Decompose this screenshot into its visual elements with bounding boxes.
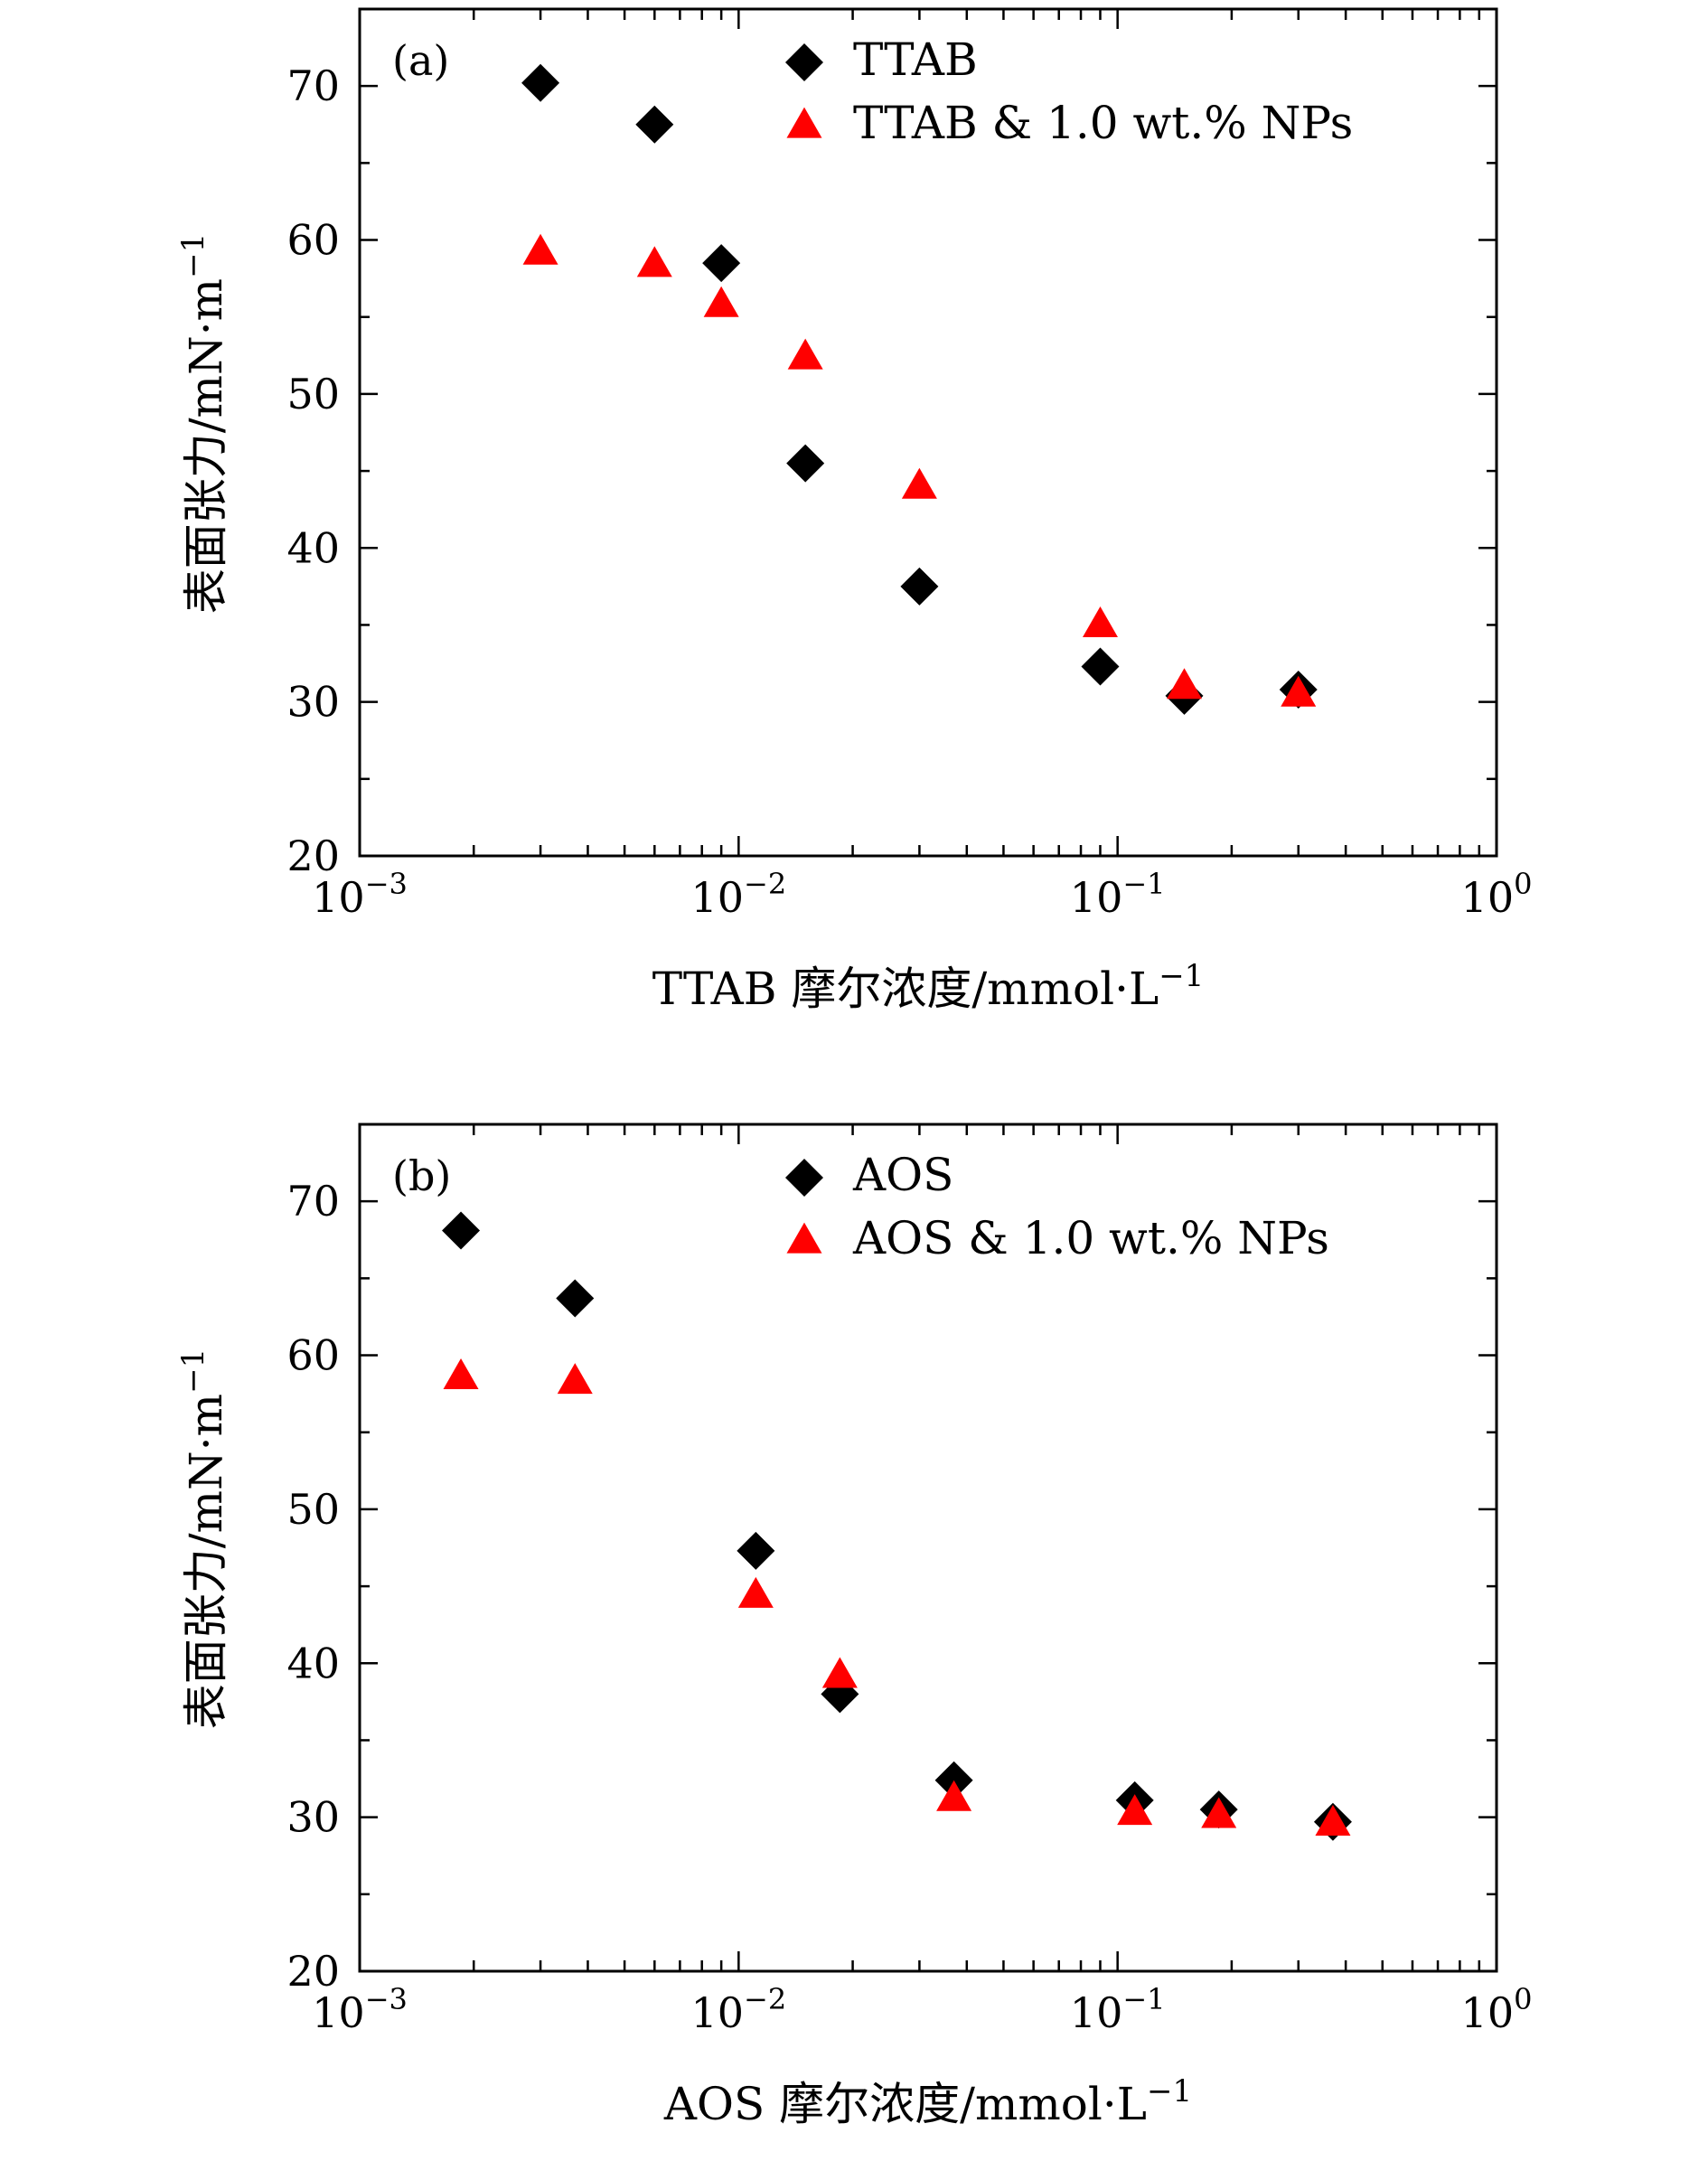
y-axis-label-sup: −1 (175, 1348, 211, 1394)
x-tick-exponent: −1 (1122, 1982, 1165, 2016)
series-triangle-group (522, 233, 1317, 707)
y-axis-label-sup: −1 (175, 233, 211, 278)
triangle-data-point (636, 246, 672, 277)
diamond-data-point (737, 1531, 775, 1570)
x-tick-exponent: −2 (744, 867, 786, 901)
triangle-data-point (787, 338, 823, 370)
diamond-data-point (635, 105, 674, 144)
x-tick-exponent: −3 (365, 867, 408, 901)
x-tick-label: 100 (1461, 1982, 1533, 2037)
x-axis-label: TTAB 摩尔浓度/mmol·L−1 (652, 958, 1205, 1015)
triangle-data-point (1201, 1797, 1237, 1828)
x-tick-base: 10 (1461, 873, 1515, 922)
diamond-data-point (900, 567, 939, 606)
triangle-data-point (737, 1576, 774, 1608)
series-diamond-group (442, 1211, 1352, 1841)
plot-frame (358, 1123, 1498, 1973)
legend-label: TTAB (853, 33, 978, 86)
triangle-data-point (1281, 675, 1317, 707)
triangle-data-point (1315, 1805, 1351, 1837)
x-tick-base: 10 (312, 1988, 365, 2037)
diamond-data-point (556, 1279, 595, 1318)
legend-diamond-marker (785, 1159, 823, 1197)
x-tick-base: 10 (690, 1988, 744, 2037)
x-tick-label: 10−1 (1070, 867, 1166, 922)
panel-label: (b) (392, 1151, 451, 1200)
y-tick-label: 60 (286, 1331, 340, 1380)
diamond-data-point (786, 444, 825, 483)
diamond-data-point (702, 244, 741, 283)
triangle-data-point (821, 1657, 858, 1688)
diamond-data-point (934, 1761, 973, 1799)
panel-label: (a) (392, 36, 449, 85)
y-axis-label-text: 表面张力/mN·m (180, 1394, 232, 1729)
legend-triangle-marker (786, 1222, 822, 1254)
x-tick-label: 10−2 (690, 867, 786, 922)
triangle-data-point (443, 1358, 479, 1389)
x-tick-label: 10−3 (312, 867, 408, 922)
x-axis-label-text: TTAB 摩尔浓度/mmol·L (652, 963, 1159, 1015)
x-axis-label-sup: −1 (1147, 2073, 1192, 2109)
y-axis-label: 表面张力/mN·m−1 (175, 233, 232, 614)
x-tick-label: 10−3 (312, 1982, 408, 2037)
plot-frame (358, 7, 1498, 858)
triangle-data-point (936, 1780, 972, 1811)
x-tick-label: 10−2 (690, 1982, 786, 2037)
y-tick-label: 40 (286, 1639, 340, 1687)
y-tick-label: 40 (286, 523, 340, 572)
y-tick-label: 70 (286, 1177, 340, 1226)
x-axis-label: AOS 摩尔浓度/mmol·L−1 (663, 2073, 1192, 2130)
y-tick-label: 60 (286, 216, 340, 265)
y-axis-label-text: 表面张力/mN·m (180, 278, 232, 614)
triangle-data-point (1167, 668, 1203, 700)
y-tick-label: 30 (286, 678, 340, 727)
x-tick-base: 10 (1070, 1988, 1123, 2037)
x-tick-label: 100 (1461, 867, 1533, 922)
y-tick-label: 50 (286, 1485, 340, 1534)
x-tick-base: 10 (1070, 873, 1123, 922)
triangle-data-point (522, 233, 558, 265)
series-triangle-group (443, 1358, 1351, 1837)
legend-triangle-marker (786, 107, 822, 138)
x-axis-label-sup: −1 (1159, 958, 1204, 994)
x-tick-exponent: −2 (744, 1982, 786, 2016)
y-tick-label: 30 (286, 1793, 340, 1842)
triangle-data-point (901, 467, 937, 499)
y-tick-label: 50 (286, 370, 340, 418)
x-axis-label-text: AOS 摩尔浓度/mmol·L (663, 2078, 1147, 2130)
legend-label: AOS (852, 1149, 953, 1201)
legend-diamond-marker (785, 43, 823, 81)
x-tick-base: 10 (312, 873, 365, 922)
y-tick-label: 70 (286, 61, 340, 110)
legend-label: TTAB & 1.0 wt.% NPs (853, 97, 1353, 149)
x-tick-base: 10 (1461, 1988, 1515, 2037)
triangle-data-point (703, 286, 739, 317)
triangle-data-point (1117, 1794, 1153, 1826)
y-tick-label: 20 (286, 832, 340, 880)
x-tick-exponent: 0 (1514, 867, 1532, 901)
x-tick-exponent: 0 (1514, 1982, 1532, 2016)
triangle-data-point (557, 1363, 593, 1395)
y-tick-label: 20 (286, 1947, 340, 1996)
x-tick-base: 10 (690, 873, 744, 922)
x-tick-exponent: −1 (1122, 867, 1165, 901)
legend-label: AOS & 1.0 wt.% NPs (852, 1212, 1329, 1264)
diamond-data-point (442, 1211, 481, 1250)
x-tick-exponent: −3 (365, 1982, 408, 2016)
diamond-data-point (521, 63, 560, 102)
y-axis-label: 表面张力/mN·m−1 (175, 1348, 232, 1729)
diamond-data-point (1081, 647, 1120, 686)
series-diamond-group (521, 63, 1318, 715)
x-tick-label: 10−1 (1070, 1982, 1166, 2037)
triangle-data-point (1082, 606, 1118, 638)
